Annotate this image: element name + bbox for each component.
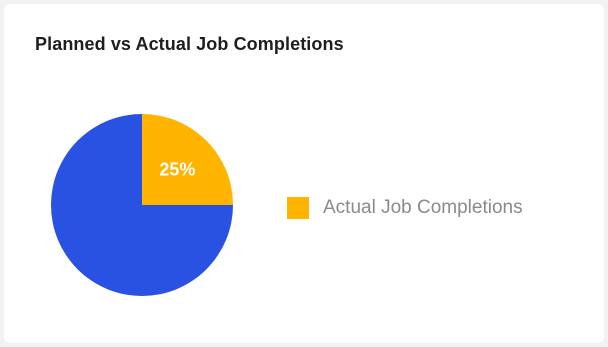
pie-slice-0[interactable] <box>142 114 233 205</box>
pie-slices <box>51 114 233 296</box>
legend-swatch-actual <box>287 197 309 219</box>
chart-title: Planned vs Actual Job Completions <box>35 34 344 54</box>
legend: Actual Job Completions <box>287 196 523 220</box>
pie-labels: 25% <box>159 160 195 180</box>
pie-slice-1[interactable] <box>51 114 233 296</box>
legend-label-actual[interactable]: Actual Job Completions <box>323 197 523 218</box>
pie-chart: 25% <box>51 114 233 296</box>
pie-slice-label-0: 25% <box>159 160 195 180</box>
chart-card: Planned vs Actual Job Completions 25% Ac… <box>4 4 604 343</box>
